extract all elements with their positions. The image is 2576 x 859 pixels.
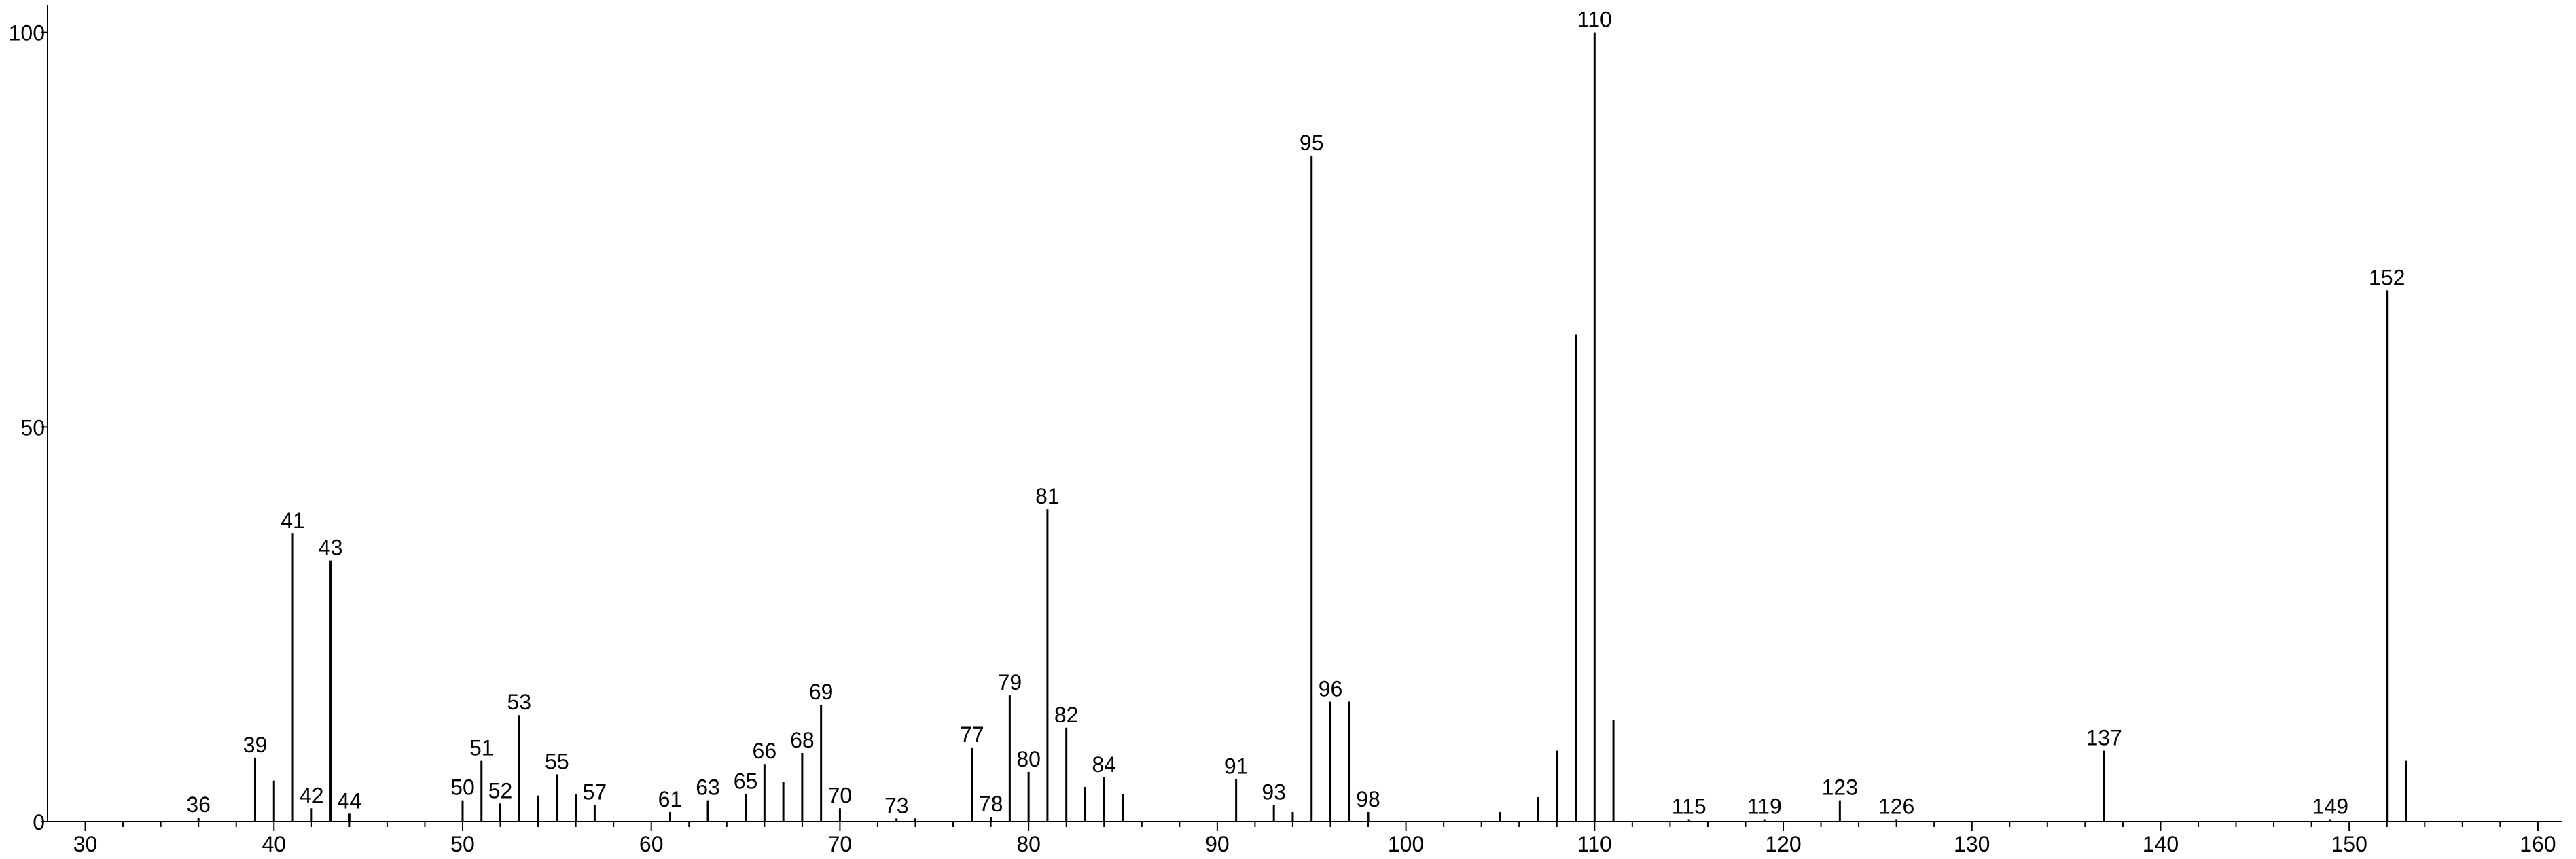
peak-label: 68	[790, 728, 815, 752]
peak-label: 41	[281, 508, 305, 533]
peak-label: 115	[1672, 794, 1706, 819]
peak-label: 51	[469, 736, 494, 760]
x-tick-label: 130	[1954, 832, 1990, 856]
peak-label: 126	[1878, 794, 1914, 819]
x-tick-label: 60	[639, 832, 664, 856]
peak-label: 152	[2369, 265, 2405, 290]
peak-label: 63	[696, 775, 720, 800]
peak-label: 61	[658, 787, 683, 811]
x-tick-label: 50	[450, 832, 475, 856]
y-tick-label: 0	[33, 810, 45, 835]
peak-label: 39	[243, 733, 268, 757]
peak-label: 52	[488, 778, 513, 803]
peak-label: 80	[1016, 747, 1041, 771]
x-tick-label: 120	[1765, 832, 1801, 856]
peak-label: 91	[1224, 754, 1249, 778]
peak-label: 137	[2086, 725, 2122, 750]
x-tick-label: 100	[1388, 832, 1424, 856]
peak-label: 82	[1054, 703, 1079, 727]
peak-label: 95	[1300, 130, 1324, 155]
x-tick-label: 140	[2143, 832, 2179, 856]
peak-label: 119	[1747, 794, 1782, 819]
peak-label: 149	[2312, 794, 2348, 819]
peak-label: 43	[319, 536, 343, 560]
peak-label: 81	[1035, 484, 1060, 508]
peak-label: 110	[1577, 7, 1612, 32]
peak-label: 44	[338, 788, 362, 813]
peak-label: 78	[979, 792, 1003, 816]
peak-label: 42	[300, 783, 324, 807]
x-tick-label: 70	[828, 832, 853, 856]
x-tick-label: 30	[73, 832, 98, 856]
peak-label: 79	[998, 670, 1022, 695]
x-tick-label: 110	[1577, 832, 1612, 856]
peak-label: 96	[1319, 676, 1343, 701]
peak-label: 70	[828, 783, 853, 807]
x-tick-label: 40	[262, 832, 286, 856]
peak-label: 98	[1356, 787, 1380, 811]
x-tick-label: 160	[2520, 832, 2556, 856]
y-tick-label: 50	[20, 415, 45, 440]
peak-label: 50	[450, 775, 475, 800]
peak-label: 84	[1092, 752, 1116, 777]
peak-label: 57	[583, 780, 607, 805]
peak-label: 65	[734, 769, 758, 793]
peak-label: 69	[809, 680, 834, 704]
peak-label: 66	[753, 739, 777, 763]
x-tick-label: 90	[1205, 832, 1230, 856]
peak-label: 73	[884, 793, 909, 818]
x-tick-label: 150	[2331, 832, 2367, 856]
peak-label: 77	[960, 722, 984, 747]
y-tick-label: 100	[9, 21, 45, 46]
peak-label: 55	[545, 749, 569, 773]
peak-label: 93	[1262, 780, 1286, 805]
peak-label: 53	[507, 690, 532, 714]
x-tick-label: 80	[1016, 832, 1041, 856]
peak-label: 123	[1822, 775, 1858, 800]
peak-label: 36	[186, 792, 211, 817]
